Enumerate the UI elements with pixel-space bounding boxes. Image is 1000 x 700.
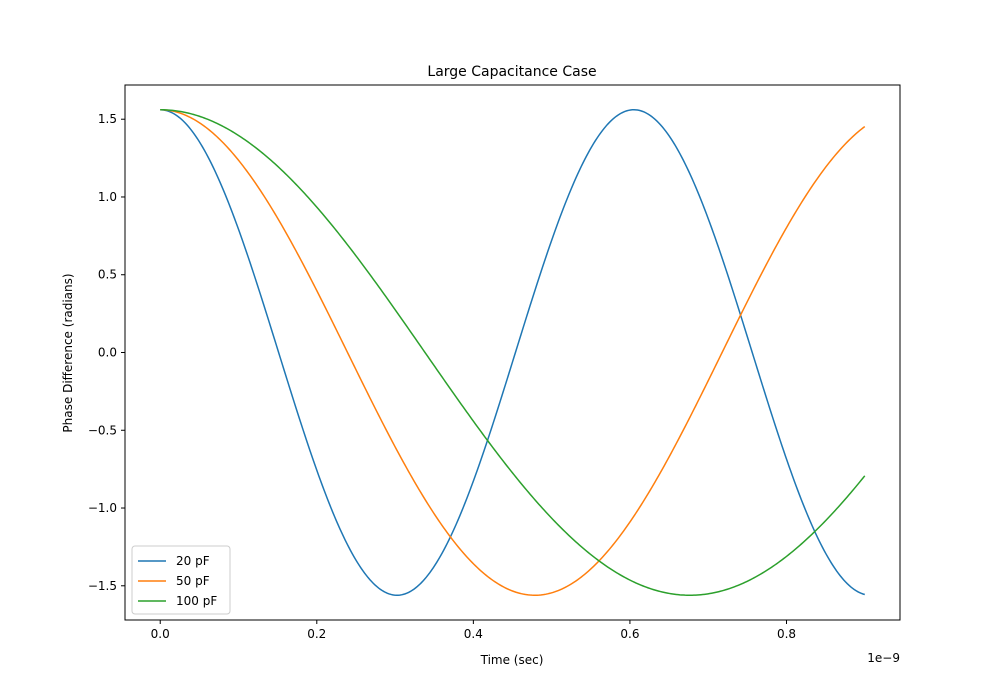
legend: 20 pF 50 pF 100 pF (131, 545, 231, 615)
x-tick-label: 0.8 (777, 627, 796, 641)
y-tick-label: 0.0 (98, 346, 117, 360)
series-line-2 (160, 109, 866, 596)
x-axis: 0.0 0.2 0.4 0.6 0.8 (151, 620, 796, 641)
x-tick-label: 0.6 (620, 627, 639, 641)
series-line-0 (160, 109, 865, 596)
y-tick-label: −1.5 (88, 579, 117, 593)
x-offset-label: 1e−9 (867, 651, 900, 665)
legend-label: 100 pF (176, 594, 217, 608)
plot-lines (160, 109, 866, 596)
y-tick-label: 0.5 (98, 268, 117, 282)
y-tick-label: −0.5 (88, 423, 117, 437)
y-tick-label: 1.0 (98, 190, 117, 204)
y-axis: 1.5 1.0 0.5 0.0 −0.5 −1.0 −1.5 (88, 112, 125, 593)
x-tick-label: 0.2 (307, 627, 326, 641)
x-tick-label: 0.4 (464, 627, 483, 641)
legend-label: 50 pF (176, 574, 210, 588)
y-axis-label: Phase Difference (radians) (61, 273, 75, 432)
y-tick-label: 1.5 (98, 112, 117, 126)
legend-box (131, 545, 231, 615)
x-tick-label: 0.0 (151, 627, 170, 641)
series-line-1 (160, 109, 866, 596)
legend-label: 20 pF (176, 554, 210, 568)
y-tick-label: −1.0 (88, 501, 117, 515)
chart-title: Large Capacitance Case (427, 64, 596, 80)
x-axis-label: Time (sec) (480, 653, 544, 667)
